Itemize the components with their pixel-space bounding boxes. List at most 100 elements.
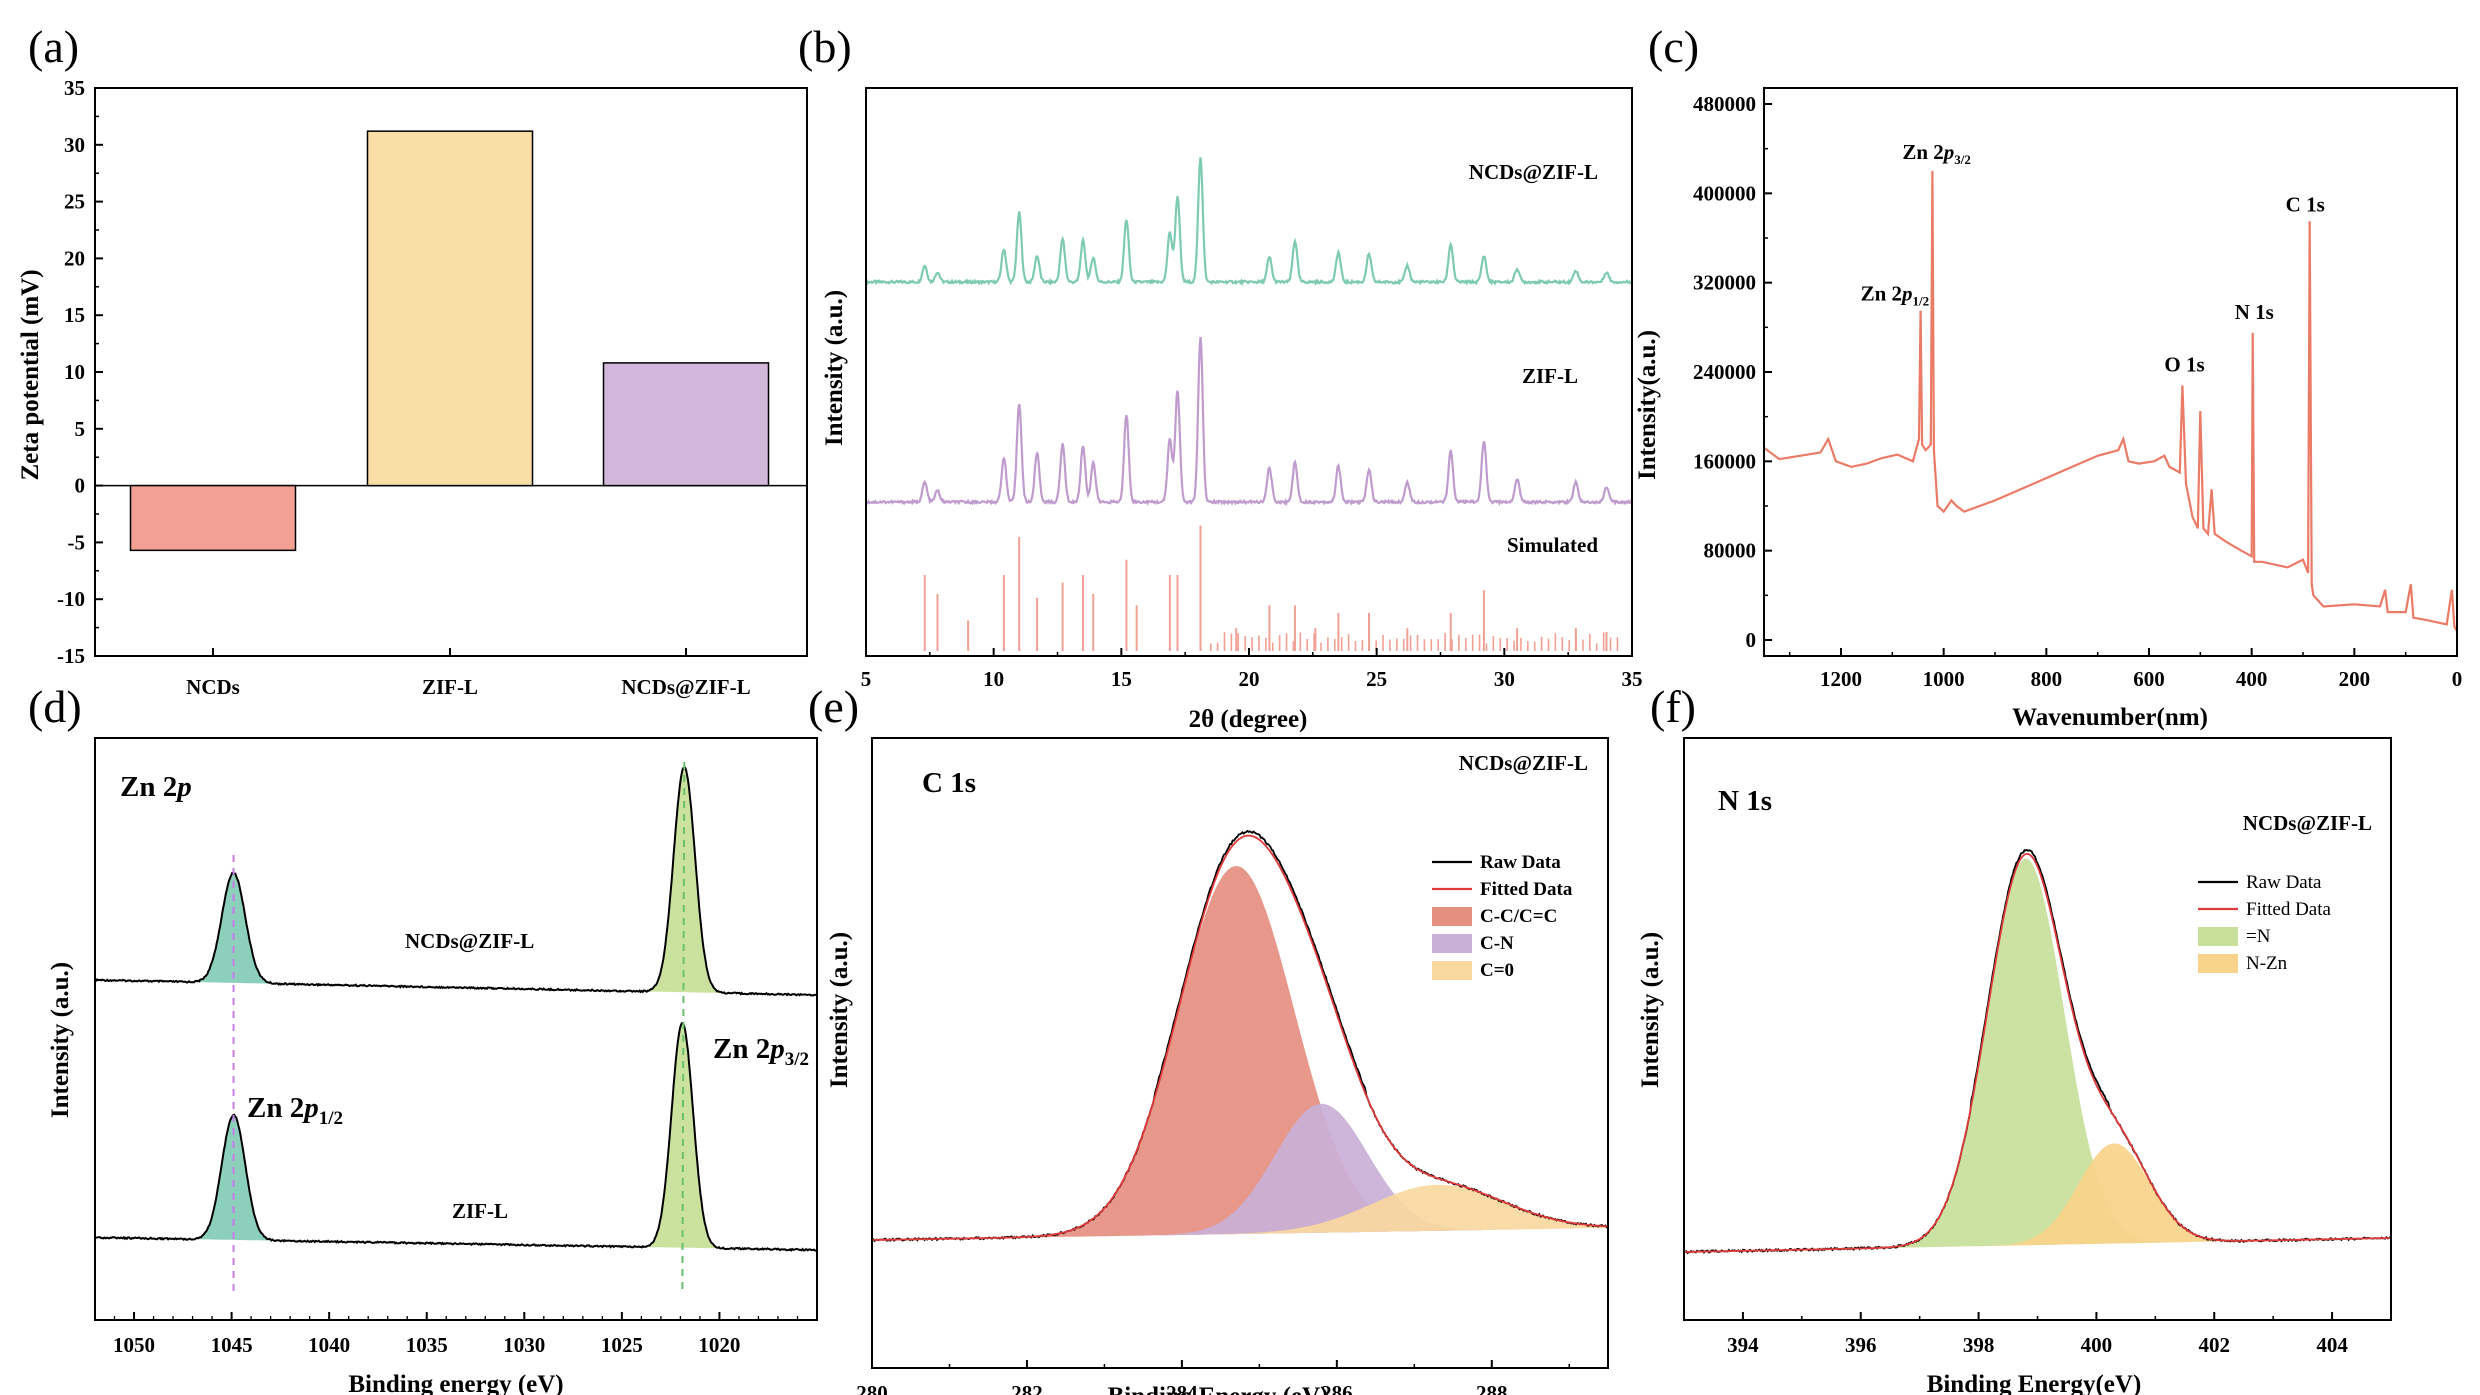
panel-c-annotation-main: Zn 2 — [1861, 282, 1902, 306]
panel-f-component-fill — [1684, 858, 2391, 1252]
panel-d-ylabel: Intensity (a.u.) — [47, 962, 74, 1118]
panel-c-frame — [1763, 87, 2458, 657]
panel-f-xticks: 394 396 398 400 402 404 — [1727, 1312, 2392, 1357]
panel-a-bars — [95, 130, 807, 552]
panel-c-annotation-main: C 1s — [2286, 192, 2325, 216]
panel-e-xlabel: Binding Energy (eV) — [1108, 1383, 1329, 1395]
panel-b-xticks: 5 10 15 20 25 30 35 — [861, 648, 1643, 691]
panel-c-annotation: O 1s — [2164, 352, 2204, 376]
panel-d-raw-line-zif-l — [94, 1021, 818, 1252]
f-fitted-line — [1684, 852, 2391, 1253]
panel-f-legend-swatch-box — [2198, 927, 2238, 946]
panel-e-plot — [871, 829, 1609, 1243]
panel-d-xtick-label: 1020 — [698, 1333, 740, 1357]
panel-f-xlabel: Binding Energy(eV) — [1927, 1371, 2142, 1395]
panel-e-ylabel: Intensity (a.u.) — [826, 932, 853, 1088]
panel-e-xticks: 280 282 284 286 288 — [856, 1360, 1571, 1395]
panel-c-ylabel: Intensity(a.u.) — [1634, 330, 1661, 480]
panel-f-n1s-chart: (f) Intensity (a.u.) 394 396 398 400 402 404 … — [1637, 681, 2392, 1395]
panel-c-xtick-label: 1200 — [1820, 667, 1862, 691]
panel-c-xlabel: Wavenumber(nm) — [2012, 704, 2208, 731]
panel-e-sample: NCDs@ZIF-L — [1459, 751, 1588, 775]
panel-c-xtick-label: 800 — [2031, 667, 2063, 691]
panel-f-xtick-label: 404 — [2316, 1333, 2348, 1357]
panel-d-zn12-sub: 1/2 — [319, 1108, 343, 1129]
panel-f-ylabel: Intensity (a.u.) — [1637, 932, 1664, 1088]
panel-c-annotation: Zn 2p3/2 — [1902, 140, 1971, 167]
panel-a-xticks: NCDs ZIF-L NCDs@ZIF-L — [186, 648, 751, 699]
panel-f-xtick-label: 402 — [2199, 1333, 2231, 1357]
panel-c-annotation: N 1s — [2235, 300, 2274, 324]
panel-c-xps-survey-chart: (c) Intensity(a.u.) 0 80000 160000 240000 32… — [1634, 21, 2462, 731]
panel-e-xtick-label: 286 — [1321, 1381, 1353, 1395]
panel-b-xtick-label: 35 — [1622, 667, 1643, 691]
panel-b-xtick-label: 30 — [1494, 667, 1515, 691]
panel-c-label: (c) — [1648, 21, 1699, 72]
panel-c-ytick-label: 320000 — [1693, 271, 1756, 295]
panel-e-xtick-label: 280 — [856, 1381, 888, 1395]
panel-d-zn12-italic: p — [301, 1092, 319, 1124]
panel-e-legend-label: C=0 — [1480, 960, 1514, 981]
panel-e-legend-label: C-C/C=C — [1480, 906, 1557, 927]
panel-d-zn2p-chart: (d) Intensity (a.u.) 1050 1045 1040 1035 103… — [28, 681, 818, 1395]
panel-e-xtick-label: 288 — [1476, 1381, 1508, 1395]
panel-a-frame — [94, 87, 808, 657]
panel-c-annotation-italic: p — [1942, 140, 1955, 164]
panel-b-ylabel: Intensity (a.u.) — [821, 290, 848, 446]
panel-b-xlabel: 2θ (degree) — [1189, 706, 1308, 733]
panel-b-label: (b) — [798, 21, 852, 72]
panel-c-annotation: Zn 2p1/2 — [1861, 282, 1930, 309]
panel-f-sample: NCDs@ZIF-L — [2243, 811, 2372, 835]
panel-b-series-line-zif-l — [865, 336, 1633, 507]
e-fitted-line — [872, 834, 1609, 1241]
panel-c-peak-annotations: Zn 2p3/2Zn 2p1/2C 1sN 1sO 1s — [1861, 140, 2325, 376]
panel-d-zn32-sub: 3/2 — [785, 1049, 809, 1070]
panel-d-label: (d) — [28, 681, 82, 732]
panel-d-plot — [94, 761, 818, 1295]
panel-a-bar-ncds-zif-l — [602, 362, 770, 487]
panel-b-series — [864, 157, 1633, 651]
panel-d-series-label-ncds-zifl: NCDs@ZIF-L — [405, 929, 534, 953]
panel-b-series-label-zifl: ZIF-L — [1522, 364, 1578, 388]
panel-d-raw-line-ncds-zif-l — [94, 766, 818, 997]
panel-d-xtick-label: 1035 — [406, 1333, 448, 1357]
panel-e-frame — [871, 737, 1609, 1369]
panel-f-legend-label: N-Zn — [2246, 953, 2288, 974]
panel-c-xtick-label: 600 — [2133, 667, 2165, 691]
panel-a-ytick-label: -5 — [68, 530, 86, 554]
panel-f-legend-label: =N — [2246, 926, 2271, 947]
panel-d-peak-fill — [619, 1022, 745, 1249]
panel-d-zn32-italic: p — [767, 1033, 785, 1065]
panel-c-annotation-main: O 1s — [2164, 352, 2204, 376]
panel-d-title: Zn 2p — [120, 771, 192, 803]
panel-e-component-fill — [872, 1184, 1608, 1240]
panel-a-yticks: -15 -10 -5 0 5 10 15 20 25 30 35 — [57, 76, 103, 668]
panel-c-ytick-label: 80000 — [1704, 539, 1757, 563]
panel-a-ytick-label: 0 — [75, 474, 86, 498]
panel-d-frame — [94, 737, 818, 1321]
panel-a-ytick-label: 10 — [64, 360, 85, 384]
panel-c-ytick-label: 480000 — [1693, 92, 1756, 116]
panel-e-title: C 1s — [922, 767, 976, 799]
panel-b-series-label-ncds-zifl: NCDs@ZIF-L — [1469, 160, 1598, 184]
panel-d-zn32-main: Zn 2 — [713, 1033, 770, 1065]
panel-e-legend-label: Fitted Data — [1480, 879, 1573, 900]
panel-c-annotation-main: N 1s — [2235, 300, 2274, 324]
panel-a-ytick-label: 20 — [64, 246, 85, 270]
panel-a-ytick-label: 30 — [64, 133, 85, 157]
panel-a-xtick-label: ZIF-L — [422, 675, 478, 699]
panel-c-annotation-sub: 3/2 — [1954, 152, 1971, 167]
panel-a-ytick-label: 15 — [64, 303, 85, 327]
panel-c-xticks: 1200 1000 800 600 400 200 0 — [1788, 648, 2462, 691]
panel-c-xtick-label: 200 — [2339, 667, 2371, 691]
panel-d-peak-fill — [171, 872, 296, 985]
panel-b-xrd-chart: (b) Intensity (a.u.) 5 10 15 20 25 30 35 2θ (d… — [798, 21, 1643, 733]
panel-c-ytick-label: 0 — [1746, 628, 1757, 652]
panel-f-label: (f) — [1650, 681, 1696, 732]
panel-e-component-fill — [872, 866, 1608, 1240]
panel-a-ytick-label: 5 — [75, 417, 86, 441]
panel-a-bar-chart: (a) Zeta potential (mV) -15 -10 -5 0 5 10 15 20… — [17, 21, 808, 699]
panel-c-xtick-label: 400 — [2236, 667, 2268, 691]
panel-f-legend-swatch-box — [2198, 954, 2238, 973]
panel-e-xtick-label: 282 — [1011, 1381, 1043, 1395]
